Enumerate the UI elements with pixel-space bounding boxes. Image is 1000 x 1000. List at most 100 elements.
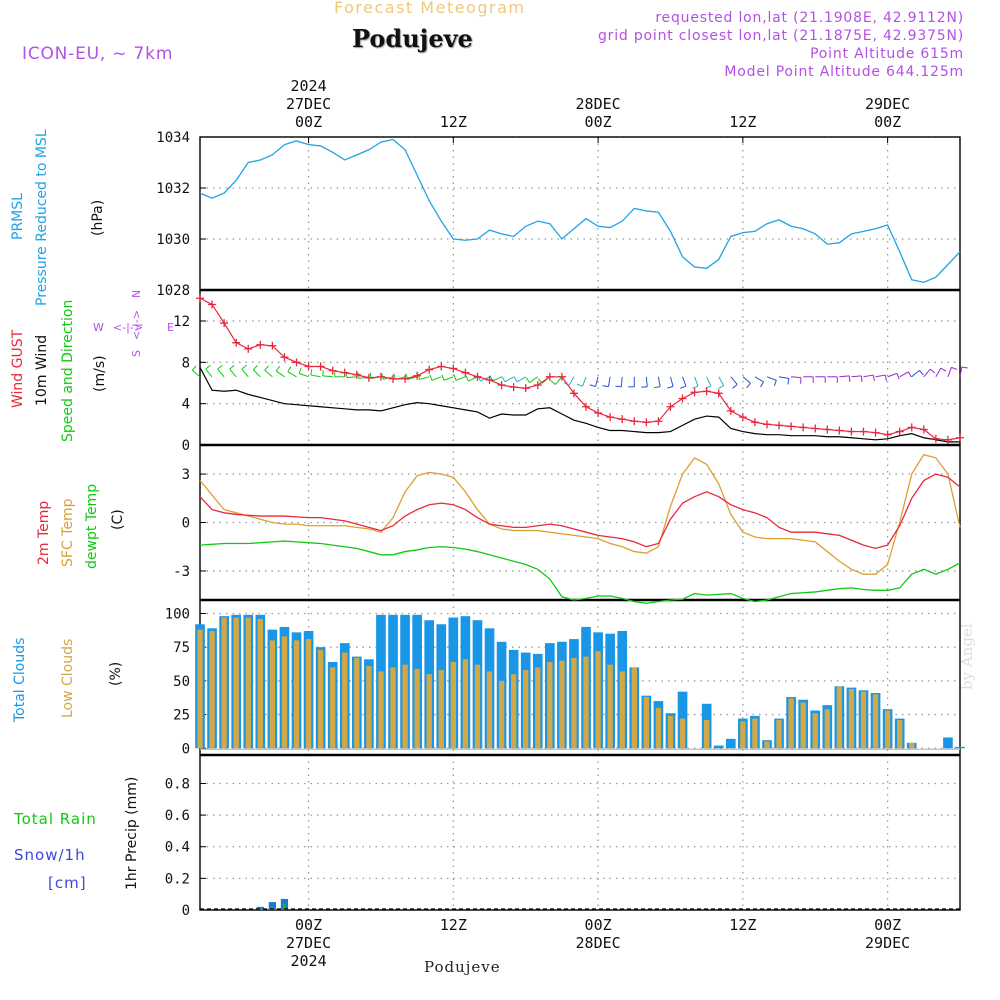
wind-barb-flag (746, 382, 751, 389)
low-cloud-bar (740, 721, 746, 749)
wind-barb-flag (692, 385, 699, 389)
gust-marker (425, 365, 434, 374)
wind-barb (443, 376, 454, 381)
top-hour-label: 00Z (295, 113, 322, 131)
low-cloud-bar (257, 618, 263, 749)
total-clouds-label: Total Clouds (12, 638, 28, 723)
gust-marker (799, 423, 808, 432)
low-cloud-bar (788, 698, 794, 749)
low-cloud-bar (209, 631, 215, 749)
y-tick-label: 1030 (156, 232, 190, 248)
top-hour-label: 00Z (874, 113, 901, 131)
y-tick-label: 0.2 (165, 871, 190, 887)
gust-marker (340, 368, 349, 377)
y-tick-label: 0.4 (165, 840, 190, 856)
compass-e: E (167, 321, 174, 334)
compass-n: N (130, 290, 143, 298)
wind-barb (264, 369, 273, 378)
wind-barb (252, 369, 261, 378)
y-tick-label: 0.6 (165, 808, 190, 824)
low-cloud-bar (197, 629, 203, 749)
wind-barb (899, 371, 909, 378)
wind-barb-flag (229, 364, 235, 370)
wind-barb-flag (576, 383, 583, 387)
gust-marker (594, 408, 603, 417)
low-cloud-bar (233, 617, 239, 749)
pressure-label-2: Pressure Reduced to MSL (34, 129, 50, 306)
wind-barb (923, 368, 931, 378)
gust-marker (835, 426, 844, 435)
low-cloud-bar (619, 671, 625, 749)
wind-barb (468, 376, 478, 382)
sfc-temp-line (199, 453, 961, 575)
low-cloud-bar (510, 674, 517, 749)
gust-marker (413, 371, 422, 380)
low-cloud-bar (559, 660, 565, 749)
wind-10m-label: 10m Wind (34, 335, 50, 406)
temp-sfc-label: SFC Temp (60, 498, 76, 567)
wind-barb (582, 376, 587, 387)
bottom-date-label: 27DEC (286, 934, 331, 952)
wind-barb (241, 368, 249, 378)
wind-barb (863, 374, 874, 378)
low-cloud-bar (305, 639, 312, 749)
wind-barb (694, 376, 699, 387)
temp-2m-label: 2m Temp (36, 501, 52, 565)
wind-barb (887, 372, 898, 378)
wind-barb-flag (453, 374, 457, 381)
y-tick-label: 0 (182, 438, 190, 454)
rain-bar (256, 906, 264, 910)
wind-barb-flag (848, 375, 851, 382)
snow-label: Snow/1h (14, 846, 86, 864)
wind-barb-flag (525, 377, 530, 383)
wind-barb (875, 374, 886, 378)
low-cloud-bar (354, 657, 360, 749)
low-cloud-bar (414, 668, 420, 749)
top-date-label: 27DEC (286, 95, 331, 113)
wind-barb (407, 376, 418, 380)
gust-marker (690, 388, 699, 397)
wind-barb-flag (919, 370, 924, 376)
y-tick-label: 4 (182, 397, 190, 413)
gust-marker (557, 372, 566, 381)
top-hour-label: 12Z (440, 113, 467, 131)
point-altitude: Point Altitude 615m (810, 46, 964, 62)
wind-barb (455, 376, 466, 381)
wind-barb (555, 376, 563, 385)
bottom-year-label: 2024 (291, 952, 327, 970)
low-cloud-bar (655, 707, 662, 749)
wind-barb (217, 368, 225, 378)
low-cloud-bar (776, 719, 782, 749)
wind-barb (322, 375, 333, 378)
y-tick-label: 8 (182, 355, 190, 371)
gust-marker (244, 344, 253, 353)
wind-barb-flag (550, 380, 556, 385)
y-tick-label: 1032 (156, 181, 190, 197)
low-cloud-bar (366, 666, 372, 749)
wind-barb (431, 376, 442, 381)
wind-barb-flag (641, 386, 648, 388)
low-cloud-bar (884, 710, 891, 749)
pressure-label-1: PRMSL (10, 193, 26, 240)
bottom-date-label: 29DEC (865, 934, 910, 952)
gust-marker (871, 428, 880, 437)
gust-marker (762, 420, 771, 429)
gust-marker (497, 381, 506, 390)
wind-barb-flag (800, 377, 802, 384)
low-cloud-bar (667, 715, 674, 749)
low-cloud-bar (498, 680, 505, 749)
y-tick-label: 50 (173, 674, 190, 690)
wind-barb-flag (275, 365, 281, 372)
wind-barb-flag (429, 374, 433, 381)
wind-barb (310, 374, 321, 378)
wind-barb-flag (654, 386, 661, 389)
snow-bar (283, 903, 286, 910)
gust-marker (726, 406, 735, 415)
wind-barb (778, 376, 789, 380)
low-cloud-bar (378, 671, 384, 749)
wind-barb (766, 376, 777, 381)
gust-marker (895, 427, 904, 436)
top-date-label: 28DEC (576, 95, 621, 113)
top-hour-label: 12Z (729, 113, 756, 131)
gust-marker (485, 375, 494, 384)
